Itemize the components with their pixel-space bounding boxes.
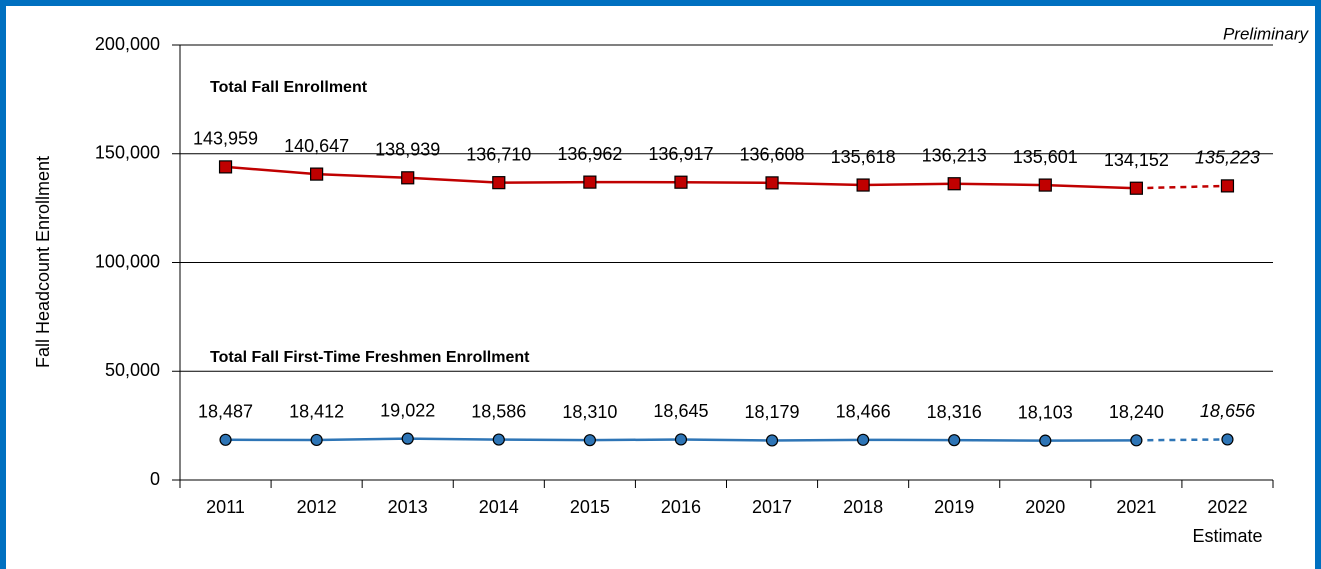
data-label: 18,240	[1109, 402, 1164, 422]
marker	[1220, 179, 1235, 193]
marker	[219, 433, 232, 446]
marker	[674, 433, 688, 446]
series-title: Total Fall First-Time Freshmen Enrollmen…	[210, 349, 530, 366]
marker	[401, 171, 415, 185]
data-label: 136,962	[557, 144, 622, 164]
marker	[492, 176, 506, 190]
x-tick-label: 2012	[297, 497, 337, 517]
x-tick-label: 2014	[479, 497, 519, 517]
x-tick-label: 2015	[570, 497, 610, 517]
marker	[856, 178, 870, 192]
marker	[1221, 433, 1234, 446]
data-label: 143,959	[193, 129, 258, 149]
x-tick-label: 2018	[843, 497, 883, 517]
x-tick-label: 2013	[388, 497, 428, 517]
x-tick-label: 2016	[661, 497, 701, 517]
marker	[674, 175, 688, 189]
data-label: 138,939	[375, 140, 440, 160]
data-label: 135,223	[1195, 148, 1260, 168]
y-tick-label: 0	[150, 469, 160, 489]
x-tick-label: 2020	[1025, 497, 1065, 517]
marker	[583, 175, 597, 189]
x-tick-label: 2022	[1207, 497, 1247, 517]
x-tick-label: 2021	[1116, 497, 1156, 517]
data-label: 134,152	[1104, 150, 1169, 170]
data-label: 136,917	[648, 144, 713, 164]
marker	[1130, 434, 1143, 447]
data-label: 18,103	[1018, 402, 1073, 422]
estimate-line	[1136, 438, 1228, 442]
data-label: 18,487	[198, 402, 253, 422]
marker	[1039, 434, 1052, 447]
data-label: 18,412	[289, 402, 344, 422]
data-label: 135,618	[831, 147, 896, 167]
marker	[1038, 178, 1052, 192]
data-label: 18,656	[1200, 401, 1256, 421]
marker	[857, 433, 870, 446]
data-label: 18,316	[927, 402, 982, 422]
marker	[401, 432, 414, 445]
data-label: 140,647	[284, 136, 349, 156]
x-tick-label: 2019	[934, 497, 974, 517]
marker	[310, 433, 323, 447]
y-tick-label: 50,000	[105, 360, 160, 380]
marker	[492, 433, 505, 446]
marker	[218, 160, 233, 174]
marker	[948, 434, 961, 447]
data-label: 18,179	[745, 402, 800, 422]
y-tick-label: 200,000	[95, 34, 160, 54]
annotation: Preliminary	[1223, 24, 1310, 43]
x-tick-label: 2017	[752, 497, 792, 517]
y-tick-label: 100,000	[95, 251, 160, 271]
data-label: 19,022	[380, 400, 435, 420]
x-tick-label: 2011	[206, 497, 245, 517]
marker	[765, 434, 779, 447]
data-label: 136,213	[922, 145, 987, 165]
data-label: 18,586	[471, 401, 526, 421]
data-label: 135,601	[1013, 147, 1078, 167]
data-label: 18,466	[836, 402, 891, 422]
series-title: Total Fall Enrollment	[210, 79, 368, 96]
y-tick-label: 150,000	[95, 143, 160, 163]
data-label: 136,710	[466, 144, 531, 164]
marker	[583, 434, 596, 447]
y-axis-label: Fall Headcount Enrollment	[33, 156, 53, 368]
estimate-line	[1136, 184, 1228, 190]
x-annotation: Estimate	[1192, 526, 1262, 546]
data-label: 18,645	[653, 401, 708, 421]
marker	[310, 167, 324, 181]
marker	[947, 177, 961, 191]
data-label: 18,310	[562, 402, 617, 422]
data-label: 136,608	[740, 145, 805, 165]
marker	[765, 176, 779, 190]
marker	[1129, 181, 1143, 195]
